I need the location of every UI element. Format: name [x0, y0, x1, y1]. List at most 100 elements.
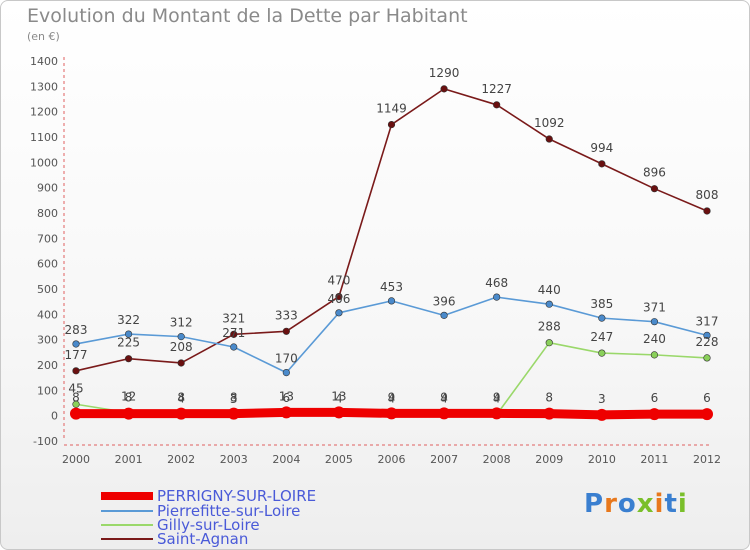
- data-point: [227, 407, 240, 420]
- data-point: [598, 314, 606, 322]
- data-label: 9: [440, 390, 448, 404]
- data-point: [230, 330, 238, 338]
- y-tick-label: 500: [37, 283, 58, 296]
- data-point: [545, 300, 553, 308]
- data-point: [703, 354, 711, 362]
- y-tick-label: 400: [37, 308, 58, 321]
- data-point: [595, 408, 608, 421]
- data-label: 317: [696, 314, 719, 328]
- data-point: [124, 355, 133, 363]
- legend-label: Pierrefitte-sur-Loire: [157, 502, 301, 520]
- data-point: [72, 340, 80, 348]
- data-label: 396: [433, 294, 456, 308]
- data-point: [545, 135, 553, 143]
- legend-label: Saint-Agnan: [157, 530, 249, 548]
- data-point: [650, 351, 659, 359]
- data-label: 283: [65, 323, 88, 337]
- y-tick-label: 0: [51, 410, 58, 423]
- data-label: 896: [643, 166, 666, 180]
- logo-letter: o: [617, 489, 637, 519]
- data-point: [177, 359, 185, 367]
- data-label: 8: [125, 391, 133, 405]
- data-point: [72, 367, 80, 375]
- data-label: 13: [279, 389, 294, 403]
- data-label: 4: [493, 392, 501, 406]
- data-label: 321: [222, 311, 245, 325]
- y-tick-label: 600: [37, 258, 58, 271]
- data-label: 406: [327, 292, 350, 306]
- data-label: 8: [177, 391, 185, 405]
- y-tick-label: 1300: [30, 80, 58, 93]
- data-point: [493, 293, 501, 301]
- data-point: [493, 101, 501, 109]
- data-point: [650, 318, 659, 326]
- data-label: 440: [538, 283, 561, 297]
- data-point: [387, 120, 396, 129]
- y-tick-label: 1200: [30, 106, 58, 119]
- data-label: 6: [651, 391, 659, 405]
- data-point: [175, 407, 188, 420]
- data-point: [280, 406, 293, 419]
- data-label: 45: [68, 381, 83, 395]
- y-tick-label: 900: [37, 182, 58, 195]
- data-point: [332, 406, 345, 419]
- data-label: 4: [440, 392, 448, 406]
- data-label: 470: [327, 274, 350, 288]
- data-point: [598, 349, 606, 357]
- data-point: [650, 185, 659, 193]
- data-label: 12: [121, 390, 136, 404]
- x-tick-label: 2008: [483, 453, 511, 466]
- x-tick-label: 2006: [378, 453, 406, 466]
- data-label: 177: [65, 348, 88, 362]
- x-tick-label: 2007: [430, 453, 458, 466]
- data-label: 322: [117, 313, 140, 327]
- data-label: 453: [380, 280, 403, 294]
- y-tick-label: 1000: [30, 156, 58, 169]
- data-label: 8: [72, 391, 80, 405]
- data-label: 312: [170, 316, 193, 330]
- logo-letter: i: [654, 489, 665, 519]
- data-point: [124, 330, 133, 338]
- x-tick-label: 2000: [62, 453, 90, 466]
- legend-label: PERRIGNY-SUR-LOIRE: [157, 487, 317, 505]
- data-label: 8: [230, 391, 238, 405]
- data-label: 170: [275, 352, 298, 366]
- data-point: [701, 408, 713, 421]
- logo-letter: i: [677, 489, 688, 519]
- proxiti-logo: Proxiti: [584, 489, 688, 519]
- data-label: 208: [170, 340, 193, 354]
- data-label: 228: [696, 335, 719, 349]
- y-tick-label: 800: [37, 207, 58, 220]
- y-tick-label: -100: [33, 435, 58, 448]
- data-point: [230, 343, 238, 351]
- data-label: 9: [388, 390, 396, 404]
- y-tick-label: 1400: [30, 55, 58, 68]
- data-label: 808: [696, 188, 719, 202]
- data-label: 4: [388, 392, 396, 406]
- x-tick-label: 2010: [588, 453, 616, 466]
- data-label: 225: [117, 336, 140, 350]
- data-point: [385, 407, 398, 420]
- legend-label: Gilly-sur-Loire: [157, 516, 260, 534]
- x-tick-label: 2012: [693, 453, 721, 466]
- data-point: [438, 407, 451, 420]
- data-point: [282, 369, 290, 377]
- data-point: [490, 407, 503, 420]
- logo-letter: r: [604, 489, 618, 519]
- data-label: 1227: [481, 82, 512, 96]
- chart-title: Evolution du Montant de la Dette par Hab…: [27, 5, 468, 27]
- data-label: 1092: [534, 116, 565, 130]
- data-label: 6: [703, 391, 711, 405]
- data-label: 333: [275, 308, 298, 322]
- data-point: [703, 331, 711, 339]
- y-tick-label: 1100: [30, 131, 58, 144]
- data-label: 6: [283, 391, 291, 405]
- data-label: 3: [598, 392, 606, 406]
- data-label: 371: [643, 301, 666, 315]
- data-point: [543, 407, 556, 420]
- data-point: [177, 333, 185, 341]
- legend-swatch: [101, 492, 153, 500]
- data-point: [70, 407, 82, 420]
